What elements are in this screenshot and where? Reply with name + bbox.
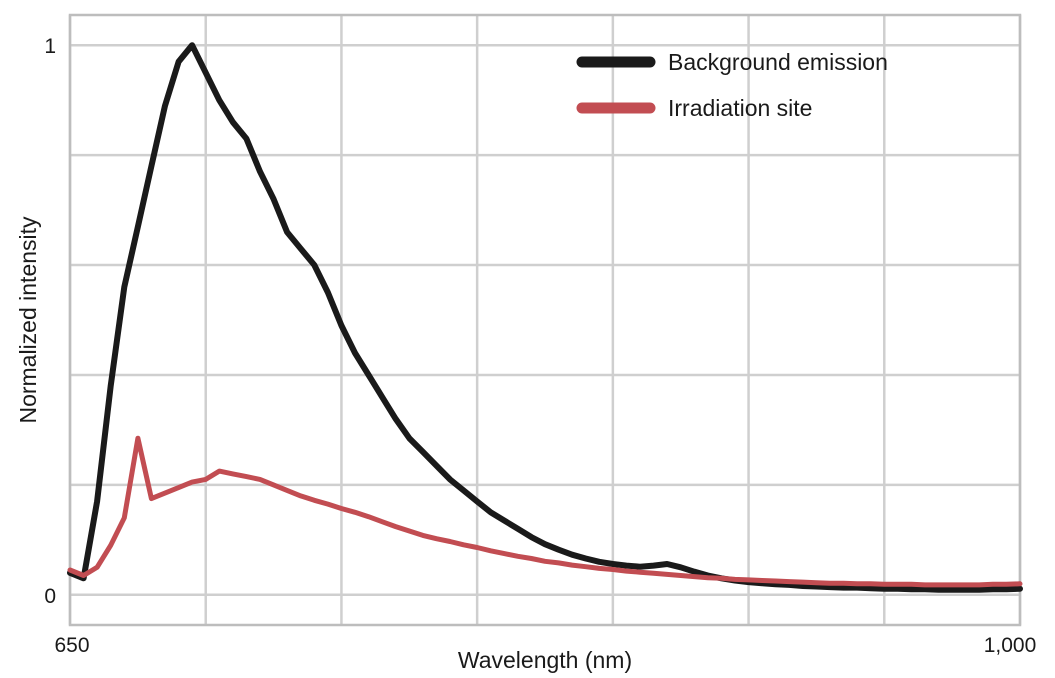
series-line-background-emission xyxy=(67,42,1023,593)
x-tick-label-1000: 1,000 xyxy=(984,634,1037,657)
plot-frame xyxy=(68,13,1022,627)
x-axis-label: Wavelength (nm) xyxy=(458,647,632,673)
y-tick-label-1: 1 xyxy=(44,35,56,58)
x-tick-label-650: 650 xyxy=(54,634,89,657)
y-tick-label-0: 0 xyxy=(44,585,56,608)
legend-label-background-emission: Background emission xyxy=(668,49,888,75)
legend: Background emission Irradiation site xyxy=(576,49,888,121)
gridlines xyxy=(68,15,1022,625)
legend-label-irradiation-site: Irradiation site xyxy=(668,95,812,121)
y-axis-label: Normalized intensity xyxy=(15,216,41,424)
series-line-irradiation-site xyxy=(67,435,1023,588)
chart-series xyxy=(67,42,1023,593)
